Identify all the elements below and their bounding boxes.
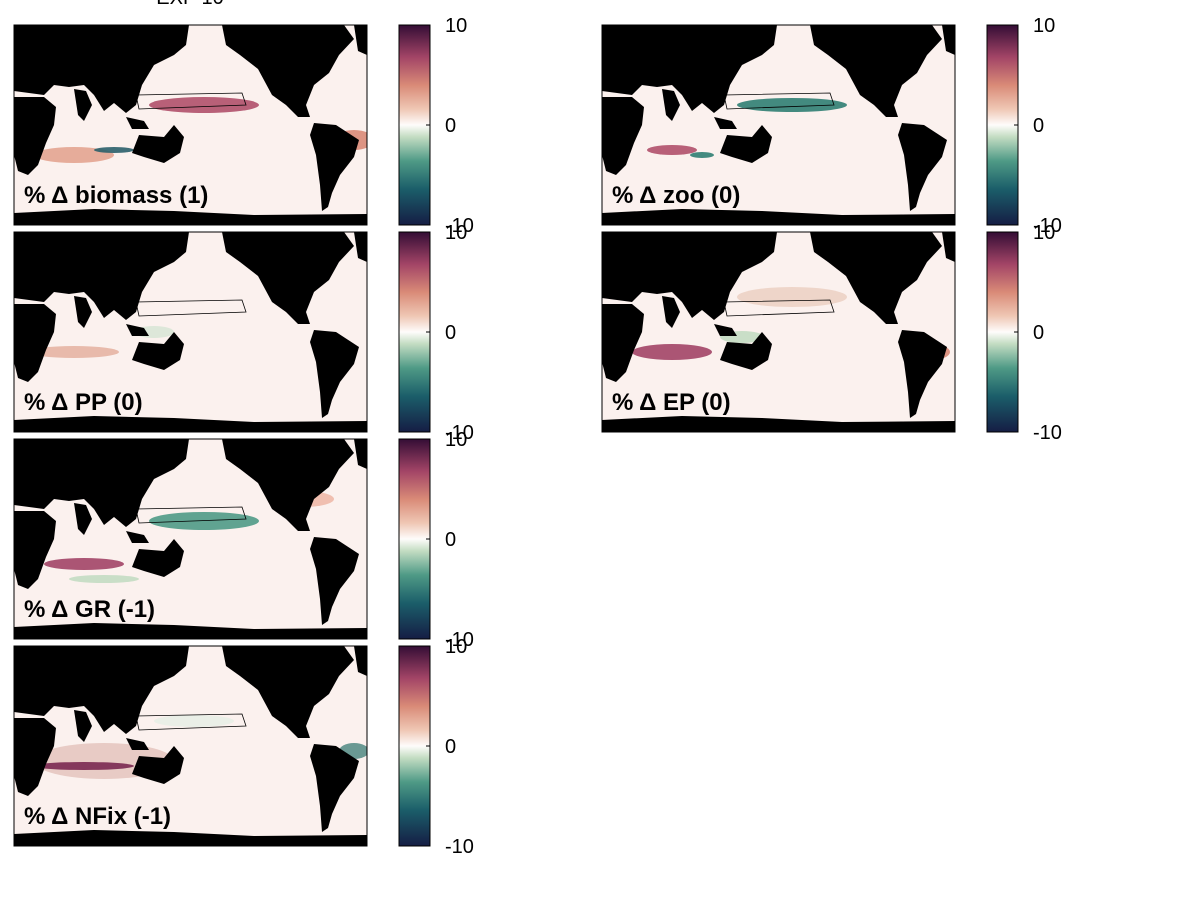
figure-title: EXP 10 [156, 0, 223, 9]
colorbar-tick-label: 10 [1033, 15, 1055, 37]
map-panel: % Δ EP (0) [601, 231, 956, 433]
panel-label: % Δ PP (0) [24, 389, 143, 416]
anomaly-region [34, 762, 134, 770]
anomaly-region [690, 152, 714, 158]
map-panel: % Δ PP (0) [13, 231, 368, 433]
map-panel: % Δ GR (-1) [13, 438, 368, 640]
colorbar-tick-label: -10 [1033, 215, 1062, 237]
panel-label: % Δ biomass (1) [24, 182, 208, 209]
panel-label: % Δ GR (-1) [24, 596, 155, 623]
anomaly-region [94, 147, 134, 153]
anomaly-region [149, 97, 259, 113]
region-outline [135, 299, 247, 317]
colorbar-tick-label: 0 [1033, 115, 1044, 137]
region-outline [135, 506, 247, 524]
colorbar-tick-label: -10 [445, 215, 474, 237]
panel-label: % Δ NFix (-1) [24, 803, 171, 830]
anomaly-region [69, 575, 139, 583]
colorbar-tick-label: 0 [445, 322, 456, 344]
map-area [14, 232, 367, 432]
colorbar-tick-label: 0 [445, 115, 456, 137]
anomaly-region [154, 715, 234, 727]
anomaly-region [737, 98, 847, 112]
map-area [14, 25, 367, 225]
map-area [14, 646, 367, 846]
anomaly-region [647, 145, 697, 155]
panel-label: % Δ zoo (0) [612, 182, 740, 209]
map-border [601, 24, 956, 226]
map-area [602, 25, 955, 225]
colorbar-tick-label: -10 [445, 422, 474, 444]
colorbar [986, 24, 1019, 226]
anomaly-region [149, 512, 259, 530]
colorbar [398, 438, 431, 640]
region-outline [135, 713, 247, 731]
map-panel: % Δ biomass (1) [13, 24, 368, 226]
anomaly-region [44, 558, 124, 570]
region-outline [723, 299, 835, 317]
colorbar-tick-label: 10 [445, 636, 467, 658]
colorbar-tick-label: 0 [445, 736, 456, 758]
colorbar-tick-label: 10 [1033, 222, 1055, 244]
colorbar-tick-label: 0 [1033, 322, 1044, 344]
map-area [602, 232, 955, 432]
panel-label: % Δ EP (0) [612, 389, 731, 416]
anomaly-region [737, 287, 847, 307]
colorbar-tick-label: 10 [445, 222, 467, 244]
map-border [13, 438, 368, 640]
colorbar [398, 645, 431, 847]
colorbar-tick-label: -10 [1033, 422, 1062, 444]
map-border [13, 24, 368, 226]
map-border [13, 645, 368, 847]
colorbar-tick-label: 0 [445, 529, 456, 551]
anomaly-region [34, 147, 114, 163]
anomaly-region [632, 344, 712, 360]
region-outline [135, 92, 247, 110]
colorbar-tick-label: 10 [445, 429, 467, 451]
map-panel: % Δ NFix (-1) [13, 645, 368, 847]
map-panel: % Δ zoo (0) [601, 24, 956, 226]
colorbar [986, 231, 1019, 433]
colorbar [398, 231, 431, 433]
colorbar [398, 24, 431, 226]
colorbar-tick-label: -10 [445, 629, 474, 651]
anomaly-region [29, 346, 119, 358]
region-outline [723, 92, 835, 110]
map-border [601, 231, 956, 433]
map-area [14, 439, 367, 639]
colorbar-tick-label: 10 [445, 15, 467, 37]
map-border [13, 231, 368, 433]
colorbar-tick-label: -10 [445, 836, 474, 858]
